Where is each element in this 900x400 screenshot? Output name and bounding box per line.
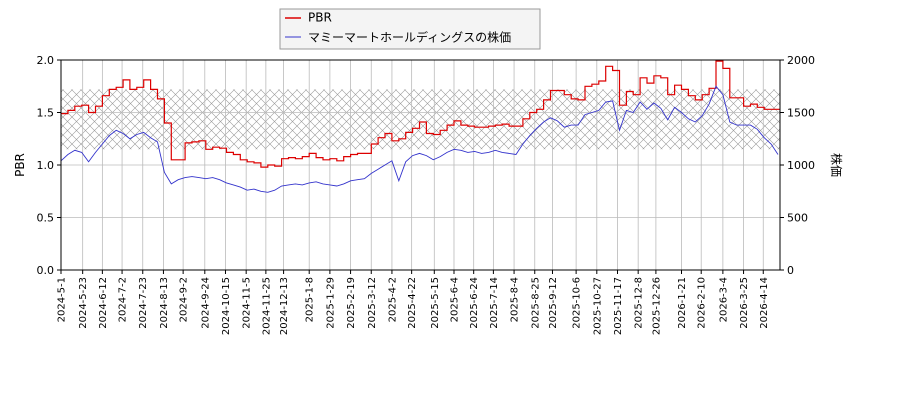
x-tick-label: 2025-3-12 <box>367 277 378 329</box>
y-axis-left: 0.0 0.5 1.0 1.5 2.0 <box>37 54 61 277</box>
legend-box <box>279 8 541 50</box>
legend-label-price: マミーマートホールディングスの株価 <box>308 30 511 45</box>
x-tick-label: 2025-5-15 <box>430 277 441 329</box>
x-tick-label: 2024-11-5 <box>242 277 253 329</box>
y-axis-right: 0 500 1000 1500 2000 <box>780 54 815 277</box>
hatch-band <box>61 89 780 150</box>
y-tick-label-right: 0 <box>787 264 794 277</box>
x-tick-label: 2025-7-14 <box>489 277 500 329</box>
y-tick-label-right: 1500 <box>787 107 815 120</box>
series-line-price <box>61 85 779 193</box>
x-tick-label: 2025-6-24 <box>469 277 480 329</box>
y-tick-label-left: 1.5 <box>37 107 55 120</box>
x-tick-label: 2024-5-23 <box>78 277 89 329</box>
legend-label-pbr: PBR <box>308 11 332 25</box>
x-tick-label: 2026-3-25 <box>739 277 750 329</box>
x-tick-label: 2025-2-19 <box>346 277 357 329</box>
x-tick-label: 2025-8-4 <box>510 277 521 322</box>
x-tick-label: 2025-10-6 <box>572 277 583 329</box>
x-tick-label: 2024-8-13 <box>159 277 170 329</box>
y-axis-right-label: 株価 <box>829 153 844 177</box>
x-tick-label: 2024-6-12 <box>98 277 109 329</box>
x-tick-label: 2025-10-27 <box>592 277 603 335</box>
x-tick-label: 2025-9-12 <box>548 277 559 329</box>
x-tick-label: 2024-11-25 <box>261 277 272 335</box>
x-tick-label: 2025-12-26 <box>651 277 662 335</box>
x-tick-label: 2026-2-10 <box>697 277 708 329</box>
x-tick-label: 2025-4-2 <box>387 277 398 322</box>
series-line-pbr <box>61 60 780 168</box>
x-axis: 2024-5-1 2024-5-23 2024-6-12 2024-7-2 2024-7… <box>57 270 770 335</box>
y-axis-left-label: PBR <box>13 153 27 177</box>
y-tick-label-right: 500 <box>787 212 808 225</box>
y-tick-label-left: 0.5 <box>37 212 55 225</box>
x-tick-label: 2025-1-29 <box>325 277 336 329</box>
legend: PBR マミーマートホールディングスの株価 <box>279 8 541 50</box>
x-tick-label: 2024-9-2 <box>179 277 190 322</box>
x-tick-label: 2024-5-1 <box>57 277 68 322</box>
x-tick-label: 2026-1-21 <box>677 277 688 329</box>
x-tick-label: 2025-12-8 <box>634 277 645 329</box>
x-tick-label: 2026-3-4 <box>718 277 729 322</box>
series-lines <box>61 60 780 193</box>
x-tick-label: 2024-10-15 <box>221 277 232 335</box>
y-tick-label-left: 2.0 <box>37 54 55 67</box>
x-tick-label: 2024-12-13 <box>279 277 290 335</box>
x-tick-label: 2024-9-24 <box>200 277 211 329</box>
x-tick-label: 2024-7-23 <box>138 277 149 329</box>
x-tick-label: 2025-1-8 <box>305 277 316 322</box>
x-tick-label: 2024-7-2 <box>118 277 129 322</box>
y-tick-label-right: 1000 <box>787 159 815 172</box>
x-tick-label: 2025-11-17 <box>613 277 624 335</box>
x-tick-label: 2025-4-22 <box>407 277 418 329</box>
y-tick-label-left: 1.0 <box>37 159 55 172</box>
x-tick-label: 2026-4-14 <box>759 277 770 329</box>
y-tick-label-right: 2000 <box>787 54 815 67</box>
y-tick-label-left: 0.0 <box>37 264 55 277</box>
x-tick-label: 2025-6-4 <box>449 277 460 322</box>
x-tick-label: 2025-8-25 <box>530 277 541 329</box>
